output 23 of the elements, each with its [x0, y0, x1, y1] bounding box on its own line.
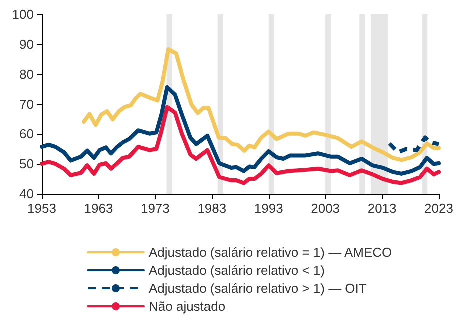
y-tick-label: 50 — [20, 156, 34, 172]
y-tick-label: 80 — [20, 66, 34, 82]
y-tick-label: 60 — [20, 126, 34, 142]
y-tick-label: 90 — [20, 36, 34, 52]
line-series — [40, 85, 441, 176]
legend-label: Adjustado (salário relativo = 1) — AMECO — [149, 245, 392, 260]
legend-label: Adjustado (salário relativo < 1) — [149, 263, 325, 278]
y-tick-label: 100 — [12, 7, 34, 22]
x-tick-label: 2003 — [311, 201, 340, 216]
line-series — [388, 136, 441, 154]
legend-label: Adjustado (salário relativo > 1) — OIT — [149, 281, 367, 296]
line-series — [82, 48, 441, 162]
y-tick-label: 70 — [20, 96, 34, 112]
x-tick-label: 2023 — [424, 201, 454, 216]
x-tick-label: 1983 — [198, 201, 227, 216]
legend-label: Não ajustado — [149, 299, 226, 314]
x-tick-label: 2013 — [368, 201, 397, 216]
y-tick-label: 40 — [20, 186, 34, 202]
x-tick-label: 1963 — [84, 201, 114, 216]
x-tick-label: 1993 — [254, 201, 284, 216]
x-tick-label: 1973 — [140, 201, 170, 216]
x-tick-label: 1953 — [28, 201, 56, 216]
line-series — [40, 105, 441, 186]
